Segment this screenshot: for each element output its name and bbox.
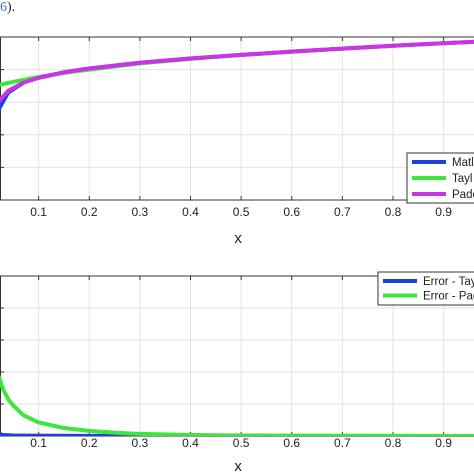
x-tick-label: 0.4 [182, 205, 199, 219]
series-line-1 [0, 432, 474, 436]
series-line-3 [0, 39, 474, 104]
caption-reference-link[interactable]: 6 [0, 0, 7, 15]
x-tick-label: 0.9 [435, 436, 452, 450]
x-tick-label: 0.7 [334, 436, 351, 450]
x-tick-label: 0.9 [435, 205, 452, 219]
legend-box [377, 271, 474, 306]
x-tick-label: 0.8 [385, 436, 402, 450]
x-axis-label: x [234, 230, 242, 247]
x-tick-label: 0.5 [233, 436, 250, 450]
x-tick-label: 0.3 [132, 436, 149, 450]
x-tick-label: 0.2 [81, 205, 98, 219]
x-tick-label: 0.6 [283, 436, 300, 450]
legend: Matl Tayl Pade [406, 152, 474, 204]
legend: Error - Tay Error - Pad [377, 271, 474, 306]
x-axis-label: x [234, 458, 242, 474]
chart-1: 0.1 0.2 0.3 0.4 0.5 0.6 0.7 0.8 0.9 x Matl Tayl Pade [0, 36, 474, 247]
x-tick-label: 0.1 [30, 205, 47, 219]
series-line-1 [0, 39, 474, 112]
x-tick-label: 0.5 [233, 205, 250, 219]
series-line-2 [0, 374, 474, 436]
legend-entry-label: Pade [452, 189, 474, 201]
x-tick-label: 0.1 [30, 436, 47, 450]
x-tick-label: 0.7 [334, 205, 351, 219]
x-tick-label: 0.3 [132, 205, 149, 219]
series-line-2 [0, 39, 474, 87]
caption-fragment: 6). [0, 0, 15, 16]
legend-entry-label: Tayl [452, 173, 472, 185]
legend-entry-label: Error - Pad [423, 291, 474, 303]
legend-entry-label: Matl [452, 157, 474, 169]
x-tick-label: 0.8 [385, 205, 402, 219]
caption-suffix: ). [7, 0, 16, 15]
legend-entry-label: Error - Tay [423, 276, 474, 288]
x-tick-label: 0.4 [182, 436, 199, 450]
x-tick-label: 0.6 [283, 205, 300, 219]
x-tick-label: 0.2 [81, 436, 98, 450]
